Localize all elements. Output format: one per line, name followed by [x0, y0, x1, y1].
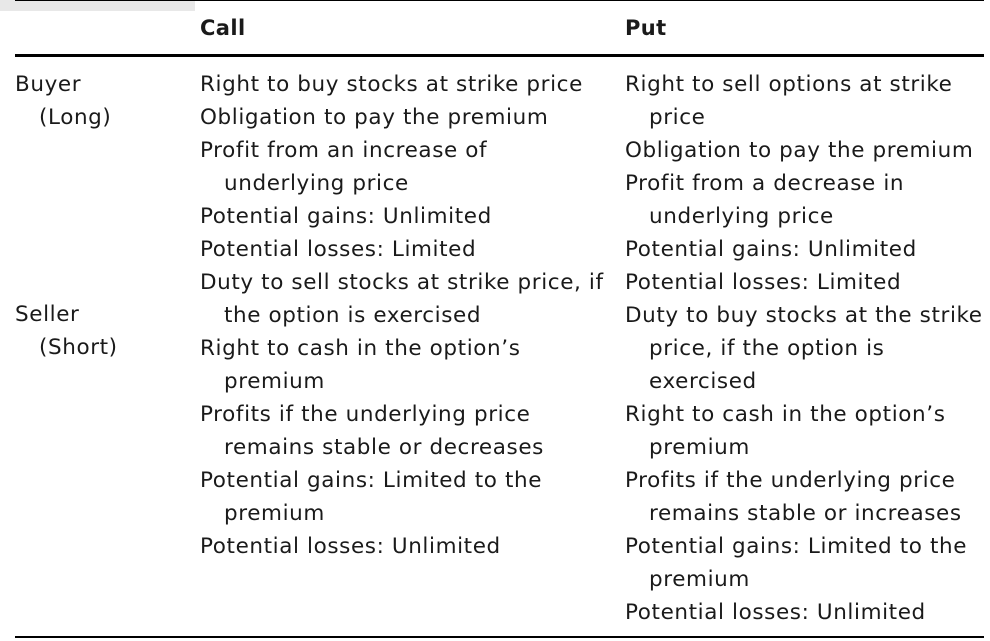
- table-cell: Potential gains: Unlimited: [625, 237, 917, 262]
- table-cell: Potential losses: Unlimited: [200, 534, 501, 559]
- column-call: Right to buy stocks at strike price Obli…: [200, 68, 615, 563]
- top-left-tab-strip: [0, 0, 195, 11]
- row-label-seller: Seller (Short): [15, 298, 118, 364]
- row-label-buyer-sub: (Long): [39, 105, 112, 130]
- table-cell: Potential losses: Limited: [625, 270, 902, 295]
- table-cell: Obligation to pay the premium: [200, 105, 549, 130]
- table-cell: Potential losses: Limited: [200, 237, 477, 262]
- row-label-buyer-title: Buyer: [15, 72, 82, 97]
- table-cell: Duty to buy stocks at the strike price, …: [625, 303, 983, 394]
- table-bottom-rule: [15, 636, 984, 638]
- table-cell: Potential gains: Unlimited: [200, 204, 492, 229]
- table-cell: Obligation to pay the premium: [625, 138, 974, 163]
- table-cell: Right to cash in the option’s premium: [625, 402, 946, 460]
- table-cell: Profits if the underlying price remains …: [200, 402, 544, 460]
- table-cell: Right to buy stocks at strike price: [200, 72, 583, 97]
- table-cell: Potential losses: Unlimited: [625, 600, 926, 625]
- column-put: Right to sell options at strike price Ob…: [625, 68, 987, 629]
- header-rule: [15, 54, 984, 57]
- table-cell: Right to cash in the option’s premium: [200, 336, 521, 394]
- table-top-rule: [15, 0, 984, 1]
- table-cell: Profits if the underlying price remains …: [625, 468, 962, 526]
- table-cell: Potential gains: Limited to the premium: [200, 468, 543, 526]
- table-cell: Profit from a decrease in underlying pri…: [625, 171, 905, 229]
- table-cell: Right to sell options at strike price: [625, 72, 953, 130]
- table-cell: Profit from an increase of underlying pr…: [200, 138, 488, 196]
- column-header-put: Put: [625, 16, 667, 40]
- row-label-seller-title: Seller: [15, 302, 80, 327]
- row-label-buyer: Buyer (Long): [15, 68, 111, 134]
- column-header-call: Call: [200, 16, 246, 40]
- row-label-seller-sub: (Short): [39, 335, 118, 360]
- table-cell: Duty to sell stocks at strike price, if …: [200, 270, 604, 328]
- table-cell: Potential gains: Limited to the premium: [625, 534, 968, 592]
